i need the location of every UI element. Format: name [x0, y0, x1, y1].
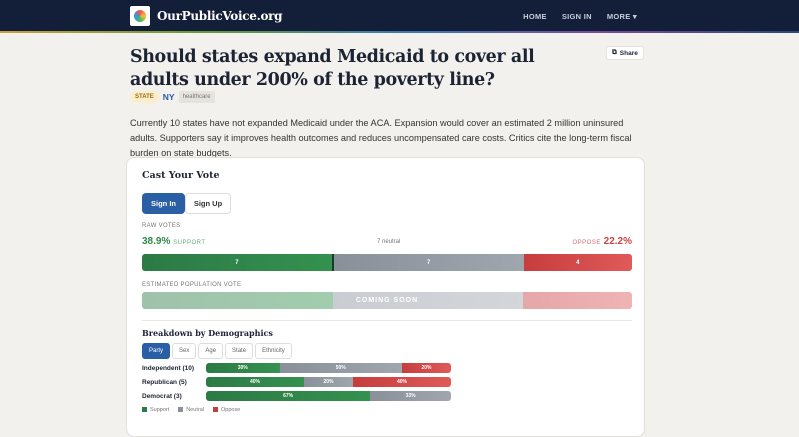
- top-navbar: OurPublicVoice.org HOME SIGN IN MORE ▾: [0, 0, 799, 33]
- oppose-segment: 20%: [402, 363, 451, 373]
- share-button[interactable]: ⧉ Share: [606, 46, 644, 60]
- tab-age[interactable]: Age: [198, 343, 224, 359]
- divider: [142, 320, 632, 321]
- oppose-label: OPPOSE: [572, 240, 601, 246]
- logo[interactable]: [130, 6, 150, 26]
- row-bar: 40% 20% 40%: [206, 377, 451, 387]
- sign-in-button[interactable]: Sign In: [142, 193, 185, 214]
- breakdown-title: Breakdown by Demographics: [142, 328, 273, 338]
- globe-logo-icon: [134, 10, 146, 22]
- legend-oppose: Oppose: [213, 407, 240, 413]
- neutral-count: 7 neutral: [377, 239, 401, 245]
- breakdown-row: Democrat (3) 67% 33%: [142, 391, 462, 401]
- neutral-segment: 7: [333, 254, 524, 271]
- support-segment: 67%: [206, 391, 371, 401]
- page-title: Should states expand Medicaid to cover a…: [130, 47, 535, 90]
- nav-more[interactable]: MORE ▾: [606, 12, 637, 21]
- legend-support: Support: [142, 407, 169, 413]
- topic-tag[interactable]: healthcare: [178, 91, 215, 103]
- neutral-segment: 33%: [370, 391, 451, 401]
- state-badge: NY: [162, 92, 175, 102]
- level-badge: STATE: [130, 91, 159, 103]
- copy-icon: ⧉: [612, 49, 617, 56]
- row-label: Independent (10): [142, 364, 195, 372]
- tab-sex[interactable]: Sex: [172, 343, 197, 359]
- support-segment: 40%: [206, 377, 304, 387]
- tab-party[interactable]: Party: [142, 343, 171, 359]
- est-support-segment: [142, 292, 333, 309]
- oppose-segment: 40%: [353, 377, 451, 387]
- legend-neutral: Neutral: [178, 407, 204, 413]
- estimated-vote-label: ESTIMATED POPULATION VOTE: [142, 282, 242, 288]
- coming-soon-overlay: COMING SOON: [355, 297, 419, 304]
- row-label: Democrat (3): [142, 392, 182, 400]
- support-label: SUPPORT: [173, 240, 206, 246]
- nav-sign-in[interactable]: SIGN IN: [561, 12, 592, 21]
- breakdown-row: Republican (5) 40% 20% 40%: [142, 377, 462, 387]
- row-label: Republican (5): [142, 378, 187, 386]
- raw-votes-bar: 7 7 4: [142, 254, 632, 271]
- oppose-segment: 4: [523, 254, 632, 271]
- support-percent: 38.9%: [142, 236, 171, 247]
- tab-state[interactable]: State: [225, 343, 254, 359]
- row-bar: 67% 33%: [206, 391, 451, 401]
- sign-up-button[interactable]: Sign Up: [185, 193, 231, 214]
- estimated-vote-bar: [142, 292, 632, 309]
- nav-home[interactable]: HOME: [523, 12, 547, 21]
- est-neutral-segment: [332, 292, 524, 309]
- breakdown-row: Independent (10) 30% 50% 20%: [142, 363, 462, 373]
- est-oppose-segment: [523, 292, 632, 309]
- raw-votes-label: RAW VOTES: [142, 223, 181, 229]
- support-segment: 7: [142, 254, 334, 271]
- neutral-segment: 50%: [279, 363, 402, 373]
- question-description: Currently 10 states have not expanded Me…: [130, 118, 632, 158]
- row-bar: 30% 50% 20%: [206, 363, 451, 373]
- neutral-segment: 20%: [304, 377, 353, 387]
- cast-vote-title: Cast Your Vote: [142, 170, 220, 181]
- tab-ethnicity[interactable]: Ethnicity: [255, 343, 292, 359]
- support-segment: 30%: [206, 363, 280, 373]
- oppose-percent: 22.2%: [603, 236, 632, 247]
- brand-name[interactable]: OurPublicVoice.org: [157, 9, 283, 23]
